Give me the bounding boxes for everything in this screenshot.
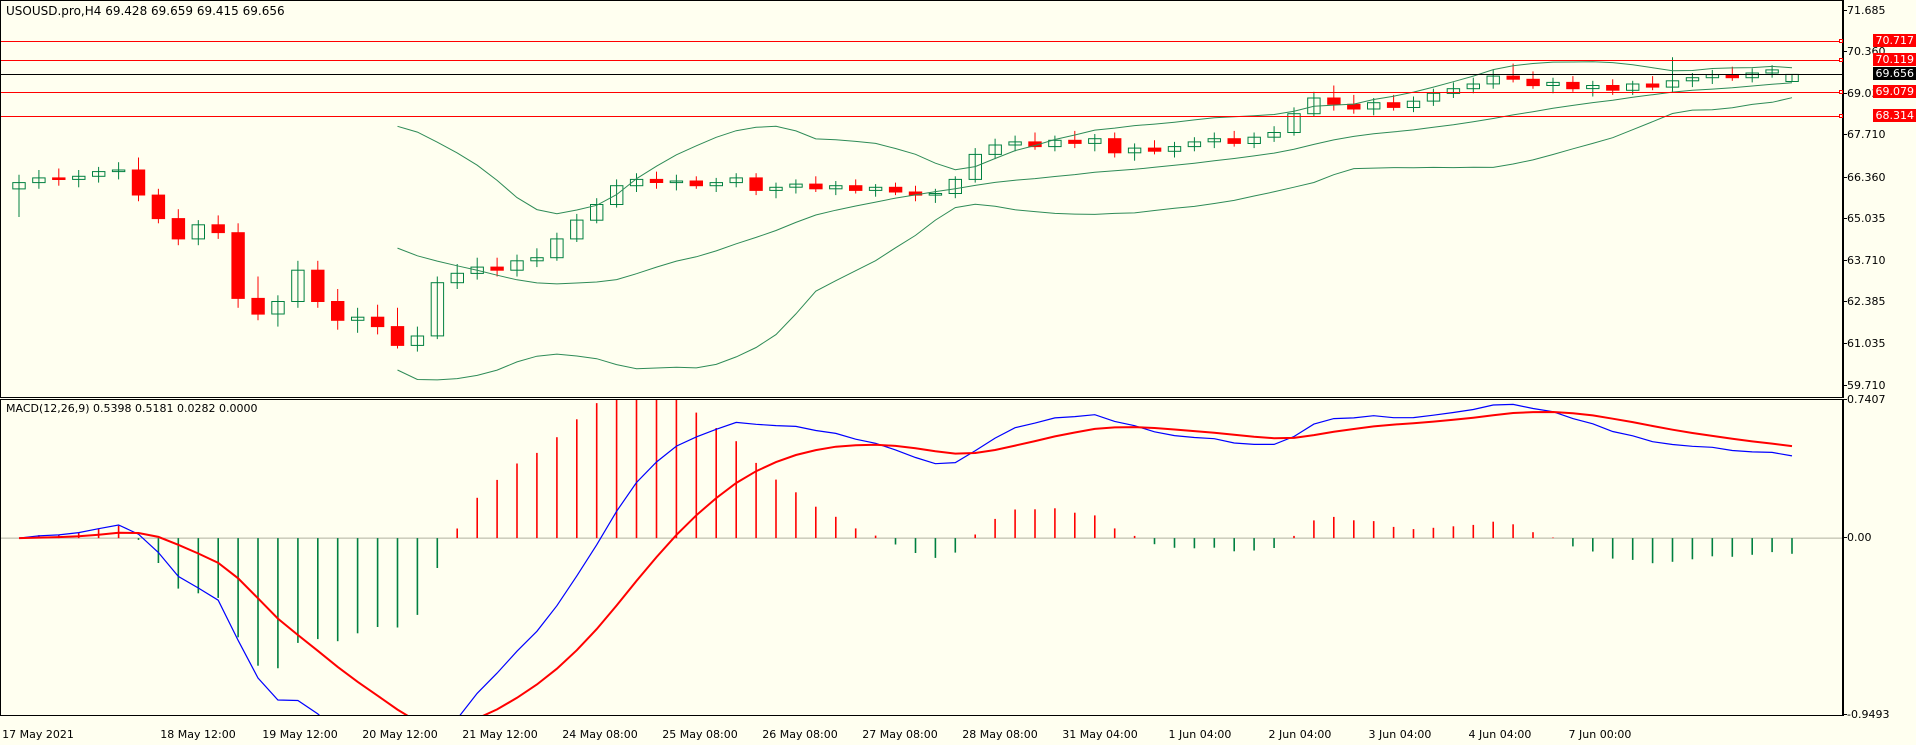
- price-level-tag[interactable]: 69.079: [1872, 85, 1916, 99]
- time-axis-label: 4 Jun 04:00: [1468, 728, 1532, 741]
- macd-axis[interactable]: 0.7407 0.00 -0.9493: [1843, 394, 1916, 720]
- time-axis-label: 27 May 08:00: [862, 728, 938, 741]
- price-chart-canvas: [12, 57, 1799, 381]
- macd-tick: -0.9493: [1843, 708, 1890, 721]
- time-axis-label: 18 May 12:00: [160, 728, 236, 741]
- price-tick: 71.685: [1844, 3, 1886, 17]
- price-axis[interactable]: 71.685 70.360 69.035 67.710 66.360 65.035 63.7…: [1843, 0, 1916, 398]
- line-drag-handle[interactable]: [1839, 90, 1843, 95]
- price-tick: 66.360: [1844, 170, 1886, 184]
- time-axis-label: 31 May 04:00: [1062, 728, 1138, 741]
- price-tick: 59.710: [1844, 378, 1886, 392]
- price-level-tag[interactable]: 70.717: [1872, 34, 1916, 48]
- price-tick: 67.710: [1844, 128, 1886, 142]
- time-axis-label: 7 Jun 00:00: [1568, 728, 1632, 741]
- price-level-tag[interactable]: 68.314: [1872, 109, 1916, 123]
- price-tick: 63.710: [1844, 253, 1886, 267]
- current-price-tag[interactable]: 69.656: [1872, 67, 1916, 81]
- time-axis-label: 25 May 08:00: [662, 728, 738, 741]
- price-level-line[interactable]: [1, 57, 1843, 62]
- time-axis-label: 24 May 08:00: [562, 728, 638, 741]
- time-axis-label: 20 May 12:00: [362, 728, 438, 741]
- time-axis-label: 2 Jun 04:00: [1268, 728, 1332, 741]
- price-level-tag[interactable]: 70.119: [1872, 52, 1916, 66]
- macd-tick: 0.7407: [1844, 393, 1886, 406]
- price-tick: 65.035: [1844, 212, 1886, 226]
- line-drag-handle[interactable]: [1839, 39, 1843, 44]
- price-chart-panel[interactable]: USOUSD.pro,H4 69.428 69.659 69.415 69.65…: [0, 0, 1843, 398]
- macd-tick: 0.00: [1844, 531, 1872, 545]
- current-price-line[interactable]: [1, 74, 1842, 76]
- price-level-line[interactable]: [1, 114, 1843, 119]
- price-level-line[interactable]: [1, 90, 1843, 95]
- price-tick: 61.035: [1844, 337, 1886, 351]
- time-axis-label: 19 May 12:00: [262, 728, 338, 741]
- price-tick: 70.360: [1844, 45, 1886, 59]
- price-tick: 69.035: [1844, 86, 1886, 100]
- time-axis-label: 1 Jun 04:00: [1168, 728, 1232, 741]
- line-drag-handle[interactable]: [1839, 57, 1843, 62]
- price-level-line[interactable]: [1, 39, 1843, 44]
- line-drag-handle[interactable]: [1839, 114, 1843, 119]
- time-axis-label: 17 May 2021: [2, 728, 74, 741]
- price-tick: 62.385: [1844, 294, 1886, 308]
- macd-chart-canvas: [1, 400, 1842, 715]
- time-axis-label: 26 May 08:00: [762, 728, 838, 741]
- time-axis-label: 21 May 12:00: [462, 728, 538, 741]
- time-axis-label: 28 May 08:00: [962, 728, 1038, 741]
- macd-title: MACD(12,26,9) 0.5398 0.5181 0.0282 0.000…: [6, 402, 258, 415]
- chart-title: USOUSD.pro,H4 69.428 69.659 69.415 69.65…: [6, 4, 285, 18]
- time-axis-label: 3 Jun 04:00: [1368, 728, 1432, 741]
- macd-indicator-panel[interactable]: MACD(12,26,9) 0.5398 0.5181 0.0282 0.000…: [0, 399, 1843, 716]
